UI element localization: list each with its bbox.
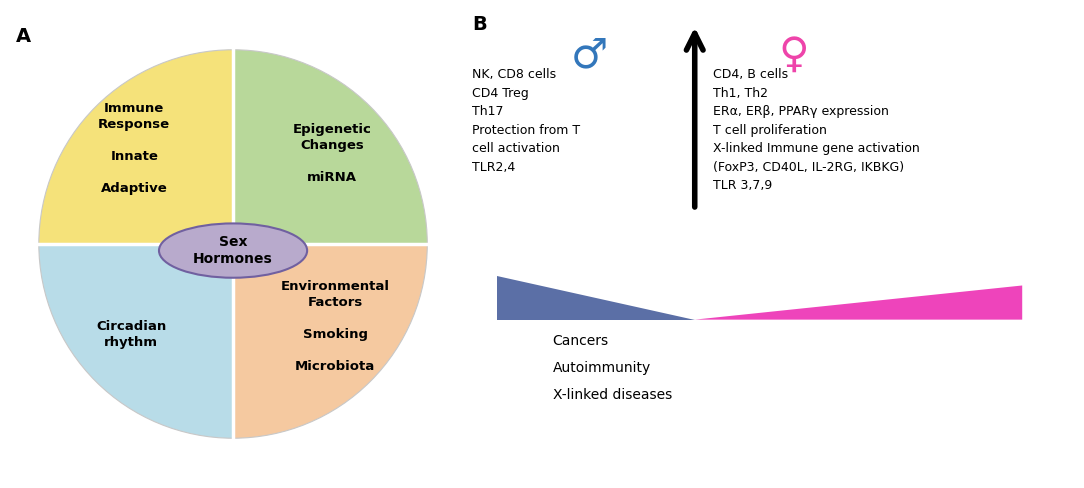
Polygon shape	[695, 285, 1022, 320]
Polygon shape	[496, 276, 695, 320]
Text: Immune
Response

Innate

Adaptive: Immune Response Innate Adaptive	[99, 102, 170, 195]
Wedge shape	[233, 50, 427, 244]
Text: Circadian
rhythm: Circadian rhythm	[95, 320, 166, 349]
Text: Environmental
Factors

Smoking

Microbiota: Environmental Factors Smoking Microbiota	[281, 280, 389, 373]
Text: Cancers: Cancers	[553, 334, 609, 348]
Wedge shape	[233, 244, 427, 438]
Text: NK, CD8 cells
CD4 Treg
Th17
Protection from T
cell activation
TLR2,4: NK, CD8 cells CD4 Treg Th17 Protection f…	[473, 68, 580, 174]
Text: A: A	[16, 27, 31, 46]
Text: Autoimmunity: Autoimmunity	[553, 361, 650, 375]
Wedge shape	[39, 244, 233, 438]
Text: ♂: ♂	[571, 34, 608, 76]
Ellipse shape	[159, 224, 307, 278]
Text: CD4, B cells
Th1, Th2
ERα, ERβ, PPARγ expression
T cell proliferation
X-linked I: CD4, B cells Th1, Th2 ERα, ERβ, PPARγ ex…	[713, 68, 920, 192]
Text: ♀: ♀	[778, 34, 809, 76]
Wedge shape	[39, 50, 233, 244]
Text: X-linked diseases: X-linked diseases	[553, 388, 672, 402]
Text: B: B	[473, 15, 487, 34]
Text: Sex
Hormones: Sex Hormones	[193, 236, 273, 265]
Text: Epigenetic
Changes

miRNA: Epigenetic Changes miRNA	[293, 123, 371, 184]
